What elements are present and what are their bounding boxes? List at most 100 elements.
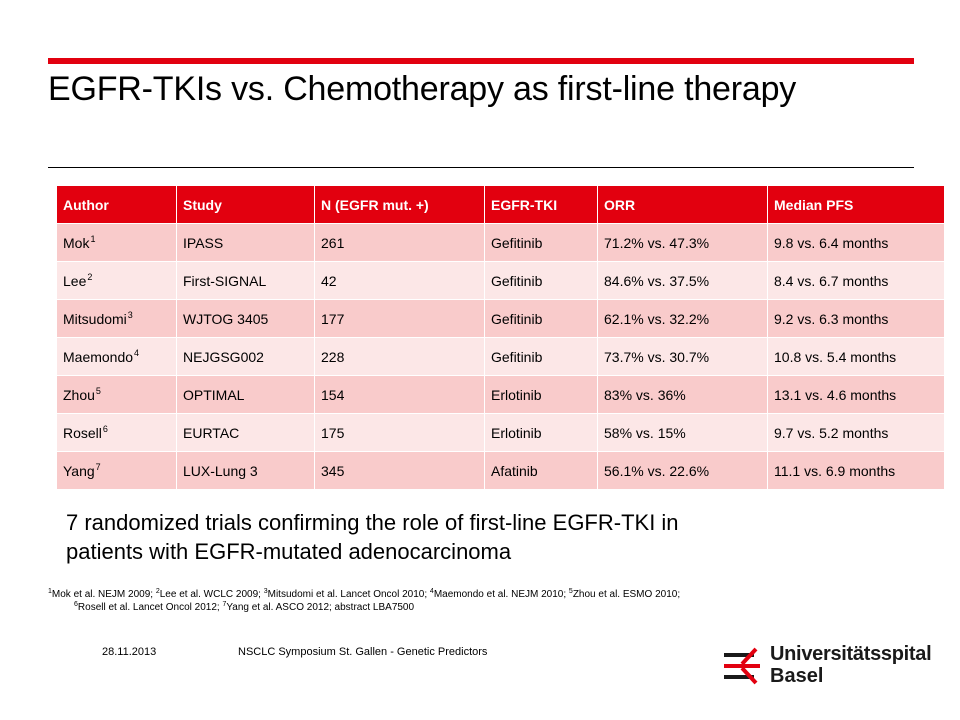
column-header-study: Study: [176, 185, 315, 224]
author-name: Lee: [63, 272, 87, 289]
column-header-n: N (EGFR mut. +): [314, 185, 485, 224]
reference-number: 1: [90, 233, 96, 244]
footnote-ref-number: 3: [263, 588, 268, 595]
orr-cell: 84.6% vs. 37.5%: [597, 261, 768, 300]
tki-cell: Erlotinib: [484, 413, 598, 452]
footnote-citation: Mitsudomi et al. Lancet Oncol 2010;: [267, 589, 430, 600]
pfs-cell: 9.7 vs. 5.2 months: [767, 413, 945, 452]
title-divider: [48, 167, 914, 168]
summary-line: 7 randomized trials confirming the role …: [66, 510, 679, 535]
footer-date: 28.11.2013: [102, 646, 157, 658]
footnote-ref-number: 7: [222, 601, 227, 608]
n-cell: 154: [314, 375, 485, 414]
reference-number: 4: [134, 347, 140, 358]
trials-table: Author Study N (EGFR mut. +) EGFR-TKI OR…: [56, 185, 945, 490]
study-cell: OPTIMAL: [176, 375, 315, 414]
references-footnote: 1Mok et al. NEJM 2009; 2Lee et al. WCLC …: [48, 588, 928, 614]
table-row: Yang7 LUX-Lung 3 345 Afatinib 56.1% vs. …: [56, 451, 945, 490]
footnote-citation: Lee et al. WCLC 2009;: [159, 589, 264, 600]
author-name: Mitsudomi: [63, 310, 127, 327]
pfs-cell: 9.8 vs. 6.4 months: [767, 223, 945, 262]
n-cell: 42: [314, 261, 485, 300]
table-row: Zhou5 OPTIMAL 154 Erlotinib 83% vs. 36% …: [56, 375, 945, 414]
author-cell: Rosell6: [56, 413, 177, 452]
n-cell: 175: [314, 413, 485, 452]
logo-city: Basel: [770, 665, 824, 687]
tki-cell: Gefitinib: [484, 337, 598, 376]
author-cell: Mok1: [56, 223, 177, 262]
pfs-cell: 13.1 vs. 4.6 months: [767, 375, 945, 414]
study-cell: EURTAC: [176, 413, 315, 452]
reference-number: 2: [87, 271, 93, 282]
author-cell: Mitsudomi3: [56, 299, 177, 338]
usb-logo-icon: [724, 647, 760, 685]
author-name: Rosell: [63, 424, 102, 441]
footnote-line: 6Rosell et al. Lancet Oncol 2012; 7Yang …: [48, 601, 928, 614]
author-cell: Yang7: [56, 451, 177, 490]
n-cell: 228: [314, 337, 485, 376]
orr-cell: 83% vs. 36%: [597, 375, 768, 414]
pfs-cell: 10.8 vs. 5.4 months: [767, 337, 945, 376]
study-cell: NEJGSG002: [176, 337, 315, 376]
orr-cell: 73.7% vs. 30.7%: [597, 337, 768, 376]
tki-cell: Gefitinib: [484, 223, 598, 262]
author-name: Mok: [63, 234, 90, 251]
table-row: Rosell6 EURTAC 175 Erlotinib 58% vs. 15%…: [56, 413, 945, 452]
pfs-cell: 9.2 vs. 6.3 months: [767, 299, 945, 338]
slide-title: EGFR-TKIs vs. Chemotherapy as first-line…: [48, 70, 797, 108]
logo-wordmark: Universitätsspital: [770, 643, 932, 665]
reference-number: 6: [102, 423, 108, 434]
author-name: Maemondo: [63, 348, 134, 365]
study-cell: IPASS: [176, 223, 315, 262]
table-row: Mitsudomi3 WJTOG 3405 177 Gefitinib 62.1…: [56, 299, 945, 338]
orr-cell: 71.2% vs. 47.3%: [597, 223, 768, 262]
table-row: Lee2 First-SIGNAL 42 Gefitinib 84.6% vs.…: [56, 261, 945, 300]
column-header-orr: ORR: [597, 185, 768, 224]
column-header-author: Author: [56, 185, 177, 224]
footnote-ref-number: 2: [155, 588, 160, 595]
pfs-cell: 8.4 vs. 6.7 months: [767, 261, 945, 300]
author-cell: Zhou5: [56, 375, 177, 414]
n-cell: 345: [314, 451, 485, 490]
pfs-cell: 11.1 vs. 6.9 months: [767, 451, 945, 490]
orr-cell: 62.1% vs. 32.2%: [597, 299, 768, 338]
tki-cell: Gefitinib: [484, 299, 598, 338]
tki-cell: Afatinib: [484, 451, 598, 490]
author-name: Yang: [63, 462, 95, 479]
column-header-median-pfs: Median PFS: [767, 185, 945, 224]
reference-number: 7: [95, 461, 101, 472]
column-header-egfr-tki: EGFR-TKI: [484, 185, 598, 224]
footnote-line: 1Mok et al. NEJM 2009; 2Lee et al. WCLC …: [48, 588, 928, 601]
table-row: Maemondo4 NEJGSG002 228 Gefitinib 73.7% …: [56, 337, 945, 376]
summary-line: patients with EGFR-mutated adenocarcinom…: [66, 539, 512, 564]
orr-cell: 56.1% vs. 22.6%: [597, 451, 768, 490]
reference-number: 5: [95, 385, 101, 396]
footer-event: NSCLC Symposium St. Gallen - Genetic Pre…: [238, 646, 488, 658]
footnote-ref-number: 1: [48, 588, 52, 595]
summary-text: 7 randomized trials confirming the role …: [66, 508, 926, 566]
n-cell: 261: [314, 223, 485, 262]
orr-cell: 58% vs. 15%: [597, 413, 768, 452]
study-cell: LUX-Lung 3: [176, 451, 315, 490]
study-cell: WJTOG 3405: [176, 299, 315, 338]
footnote-ref-number: 4: [429, 588, 434, 595]
reference-number: 3: [127, 309, 133, 320]
top-accent-bar: [48, 58, 914, 64]
footnote-citation: Zhou et al. ESMO 2010;: [572, 589, 681, 600]
footnote-ref-number: 5: [568, 588, 573, 595]
n-cell: 177: [314, 299, 485, 338]
author-cell: Lee2: [56, 261, 177, 300]
table-header-row: Author Study N (EGFR mut. +) EGFR-TKI OR…: [56, 185, 945, 224]
footnote-ref-number: 6: [74, 601, 78, 608]
hospital-logo: Universitätsspital Basel: [722, 643, 942, 688]
tki-cell: Gefitinib: [484, 261, 598, 300]
study-cell: First-SIGNAL: [176, 261, 315, 300]
tki-cell: Erlotinib: [484, 375, 598, 414]
footnote-citation: Mok et al. NEJM 2009;: [51, 589, 156, 600]
footnote-citation: Rosell et al. Lancet Oncol 2012;: [77, 602, 223, 613]
author-name: Zhou: [63, 386, 95, 403]
footnote-citation: Maemondo et al. NEJM 2010;: [433, 589, 569, 600]
footnote-citation: Yang et al. ASCO 2012; abstract LBA7500: [226, 602, 415, 613]
table-row: Mok1 IPASS 261 Gefitinib 71.2% vs. 47.3%…: [56, 223, 945, 262]
author-cell: Maemondo4: [56, 337, 177, 376]
